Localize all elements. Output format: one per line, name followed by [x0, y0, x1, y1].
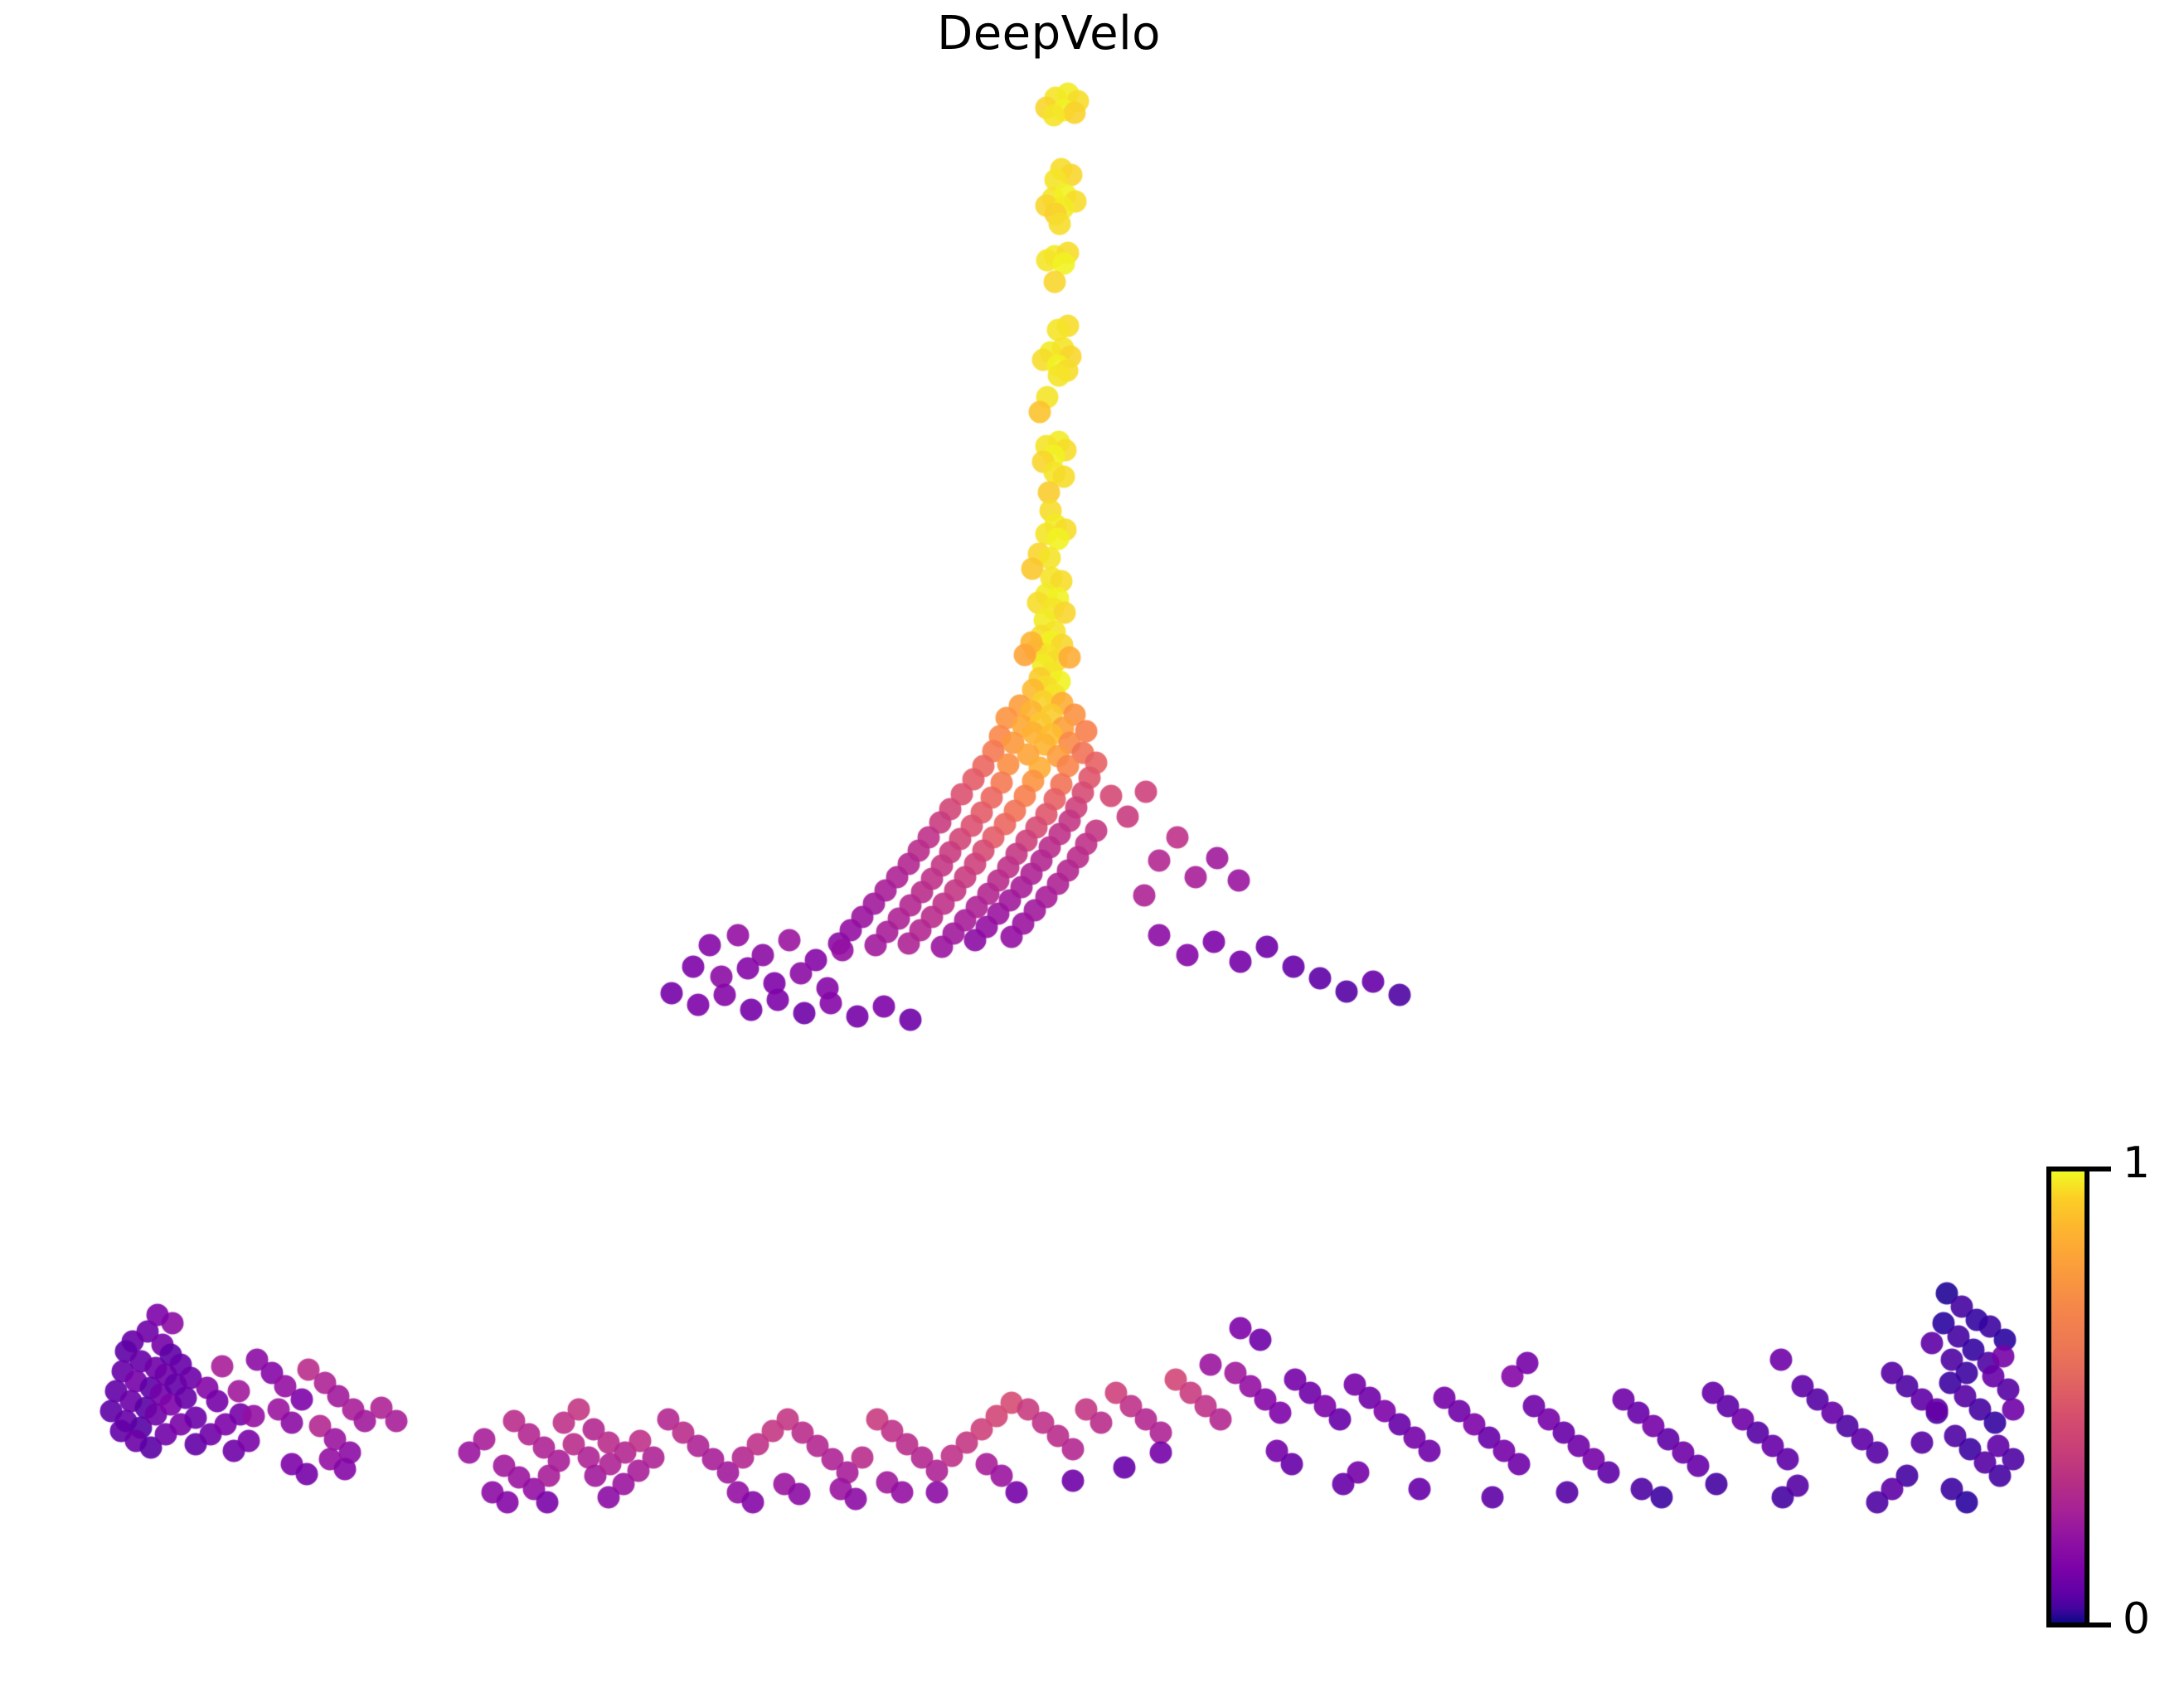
colorbar-tick-min	[2089, 1623, 2111, 1627]
colorbar-min-label: 0	[2123, 1594, 2151, 1644]
colorbar-max-label: 1	[2123, 1138, 2151, 1188]
colorbar-gradient	[2046, 1167, 2089, 1627]
colorbar-tick-max	[2089, 1167, 2111, 1171]
colorbar: 1 0	[2046, 1142, 2179, 1641]
